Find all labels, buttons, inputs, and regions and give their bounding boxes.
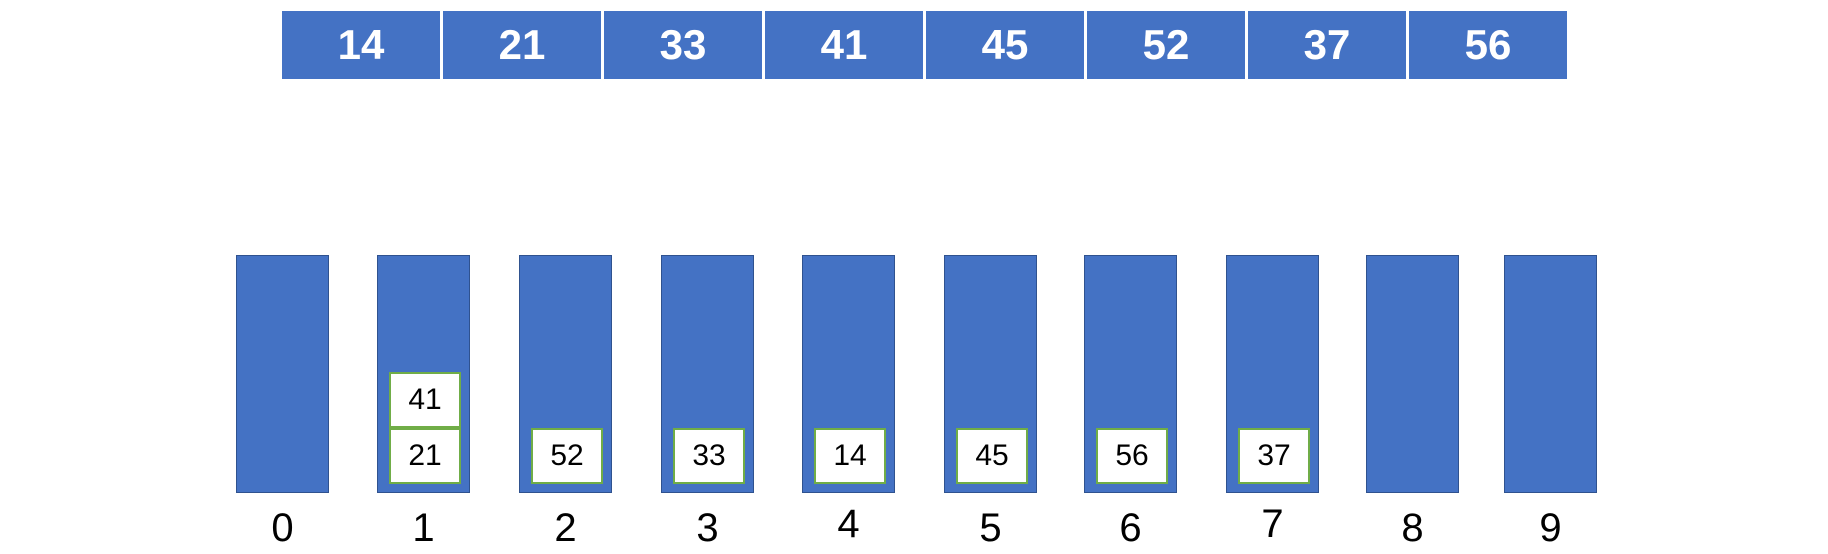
bucket-item: 45 [956, 428, 1028, 484]
bucket-1: 41 21 [377, 255, 470, 493]
bucket-index-label: 3 [696, 506, 719, 550]
array-cell: 41 [765, 11, 923, 79]
bucket-9 [1504, 255, 1597, 493]
bucket-index-label: 4 [837, 502, 860, 546]
array-cell: 45 [926, 11, 1084, 79]
bucket-item: 41 [389, 372, 461, 428]
bucket-index-label: 1 [412, 506, 435, 550]
bucket-index-label: 8 [1401, 506, 1424, 550]
bucket-item: 52 [531, 428, 603, 484]
bucket-item: 33 [673, 428, 745, 484]
bucket-4: 14 [802, 255, 895, 493]
bucket-index-label: 5 [979, 506, 1002, 550]
bucket-item: 37 [1238, 428, 1310, 484]
bucket-index-label: 2 [554, 506, 577, 550]
bucket-index-label: 6 [1119, 506, 1142, 550]
bucket-3: 33 [661, 255, 754, 493]
array-cell: 14 [282, 11, 440, 79]
bucket-5: 45 [944, 255, 1037, 493]
array-cell: 56 [1409, 11, 1567, 79]
array-cell: 52 [1087, 11, 1245, 79]
bucket-item: 14 [814, 428, 886, 484]
bucket-item: 56 [1096, 428, 1168, 484]
array-cell: 21 [443, 11, 601, 79]
bucket-index-label: 9 [1539, 506, 1562, 550]
bucket-8 [1366, 255, 1459, 493]
input-array: 14 21 33 41 45 52 37 56 [282, 11, 1567, 79]
bucket-2: 52 [519, 255, 612, 493]
bucket-7: 37 [1226, 255, 1319, 493]
array-cell: 33 [604, 11, 762, 79]
array-cell: 37 [1248, 11, 1406, 79]
bucket-0 [236, 255, 329, 493]
bucket-index-label: 7 [1261, 502, 1284, 546]
bucket-item: 21 [389, 428, 461, 484]
bucket-index-label: 0 [271, 506, 294, 550]
bucket-6: 56 [1084, 255, 1177, 493]
